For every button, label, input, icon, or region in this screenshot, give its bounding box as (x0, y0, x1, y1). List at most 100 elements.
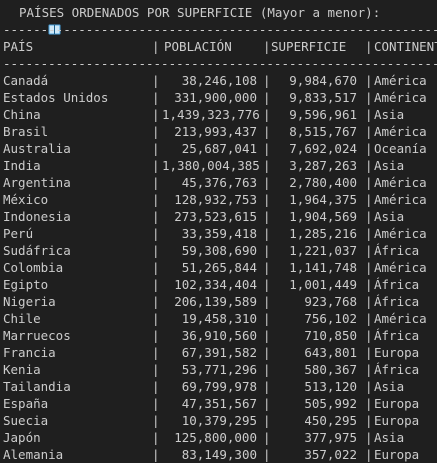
column-separator: | (263, 362, 271, 377)
cell-population: 83,149,300 (181, 447, 257, 462)
column-separator: | (152, 192, 160, 207)
column-separator: | (365, 413, 373, 428)
column-separator: | (263, 260, 271, 275)
column-separator: | (365, 243, 373, 258)
cell-area: 2,780,400 (289, 175, 357, 190)
cell-country: Kenia (3, 362, 41, 377)
column-separator: | (365, 175, 373, 190)
cell-country: China (3, 107, 41, 122)
table-row: Suecia | 10,379,295 | 450,295 | Europa (3, 412, 437, 429)
column-separator: | (365, 447, 373, 462)
column-separator: | (152, 379, 160, 394)
table-row: Nigeria | 206,139,589 | 923,768 | África (3, 293, 437, 310)
page-title: PAÍSES ORDENADOS POR SUPERFICIE (Mayor a… (19, 5, 381, 20)
column-separator: | (365, 107, 373, 122)
column-separator: | (263, 430, 271, 445)
cell-population: 67,391,582 (181, 345, 257, 360)
column-separator: | (365, 260, 373, 275)
separator-top: ----------------------------------------… (3, 22, 437, 37)
column-separator: | (152, 39, 160, 54)
cell-continent: América (374, 175, 427, 190)
column-separator: | (263, 192, 271, 207)
column-separator: | (263, 396, 271, 411)
cell-country: Perú (3, 226, 34, 241)
column-separator: | (152, 430, 160, 445)
cell-continent: América (374, 124, 427, 139)
table-row: Perú | 33,359,418 | 1,285,216 | América (3, 225, 437, 242)
cell-continent: Europa (374, 396, 420, 411)
column-separator: | (365, 294, 373, 309)
terminal-output: PAÍSES ORDENADOS POR SUPERFICIE (Mayor a… (3, 0, 437, 463)
cell-area: 8,515,767 (289, 124, 357, 139)
column-separator: | (152, 311, 160, 326)
table-row: Sudáfrica | 59,308,690 | 1,221,037 | África (3, 242, 437, 259)
cell-population: 102,334,404 (174, 277, 257, 292)
column-separator: | (365, 124, 373, 139)
cell-area: 357,022 (304, 447, 357, 462)
cell-country: Nigeria (3, 294, 56, 309)
table-row: Australia | 25,687,041 | 7,692,024 | Oceanía (3, 140, 437, 157)
cell-continent: Oceanía (374, 141, 427, 156)
column-separator: | (365, 396, 373, 411)
column-separator: | (263, 90, 271, 105)
cell-continent: Europa (374, 413, 420, 428)
column-separator: | (365, 39, 373, 54)
cell-country: Argentina (3, 175, 71, 190)
table-row: Francia | 67,391,582 | 643,801 | Europa (3, 344, 437, 361)
column-separator: | (152, 158, 160, 173)
column-separator: | (365, 226, 373, 241)
column-separator: | (263, 39, 271, 54)
cell-continent: América (374, 192, 427, 207)
cell-country: Australia (3, 141, 71, 156)
table-row: Canadá | 38,246,108 | 9,984,670 | América (3, 72, 437, 89)
column-separator: | (263, 175, 271, 190)
open-book-icon (3, 6, 61, 35)
column-separator: | (152, 413, 160, 428)
cell-area: 9,596,961 (289, 107, 357, 122)
cell-continent: América (374, 260, 427, 275)
cell-country: Indonesia (3, 209, 71, 224)
cell-area: 377,975 (304, 430, 357, 445)
cell-country: Egipto (3, 277, 49, 292)
cell-country: Suecia (3, 413, 49, 428)
column-separator: | (263, 379, 271, 394)
column-separator: | (365, 345, 373, 360)
column-separator: | (365, 379, 373, 394)
cell-country: México (3, 192, 49, 207)
table-row: Alemania | 83,149,300 | 357,022 | Europa (3, 446, 437, 463)
column-separator: | (152, 124, 160, 139)
header-population: POBLACIÓN (164, 39, 232, 54)
column-separator: | (263, 107, 271, 122)
column-separator: | (365, 90, 373, 105)
cell-population: 128,932,753 (174, 192, 257, 207)
cell-continent: Asia (374, 379, 405, 394)
cell-continent: África (374, 362, 420, 377)
cell-population: 273,523,615 (174, 209, 257, 224)
cell-continent: América (374, 226, 427, 241)
header-name: PAÍS (3, 39, 34, 54)
column-separator: | (263, 413, 271, 428)
cell-population: 53,771,296 (181, 362, 257, 377)
cell-continent: Europa (374, 447, 420, 462)
table-row: Colombia | 51,265,844 | 1,141,748 | América (3, 259, 437, 276)
column-separator: | (263, 328, 271, 343)
column-separator: | (263, 311, 271, 326)
table-row: Tailandia | 69,799,978 | 513,120 | Asia (3, 378, 437, 395)
cell-country: Marruecos (3, 328, 71, 343)
cell-continent: Europa (374, 345, 420, 360)
cell-area: 505,992 (304, 396, 357, 411)
cell-area: 1,001,449 (289, 277, 357, 292)
cell-population: 19,458,310 (181, 311, 257, 326)
column-separator: | (152, 277, 160, 292)
cell-continent: África (374, 277, 420, 292)
column-separator: | (365, 311, 373, 326)
column-separator: | (152, 90, 160, 105)
cell-area: 450,295 (304, 413, 357, 428)
table-row: Brasil | 213,993,437 | 8,515,767 | América (3, 123, 437, 140)
cell-population: 45,376,763 (181, 175, 257, 190)
column-separator: | (152, 107, 160, 122)
column-separator: | (263, 345, 271, 360)
cell-population: 47,351,567 (181, 396, 257, 411)
table-row: Estados Unidos | 331,900,000 | 9,833,517 | Amé… (3, 89, 437, 106)
table-row: España | 47,351,567 | 505,992 | Europa (3, 395, 437, 412)
